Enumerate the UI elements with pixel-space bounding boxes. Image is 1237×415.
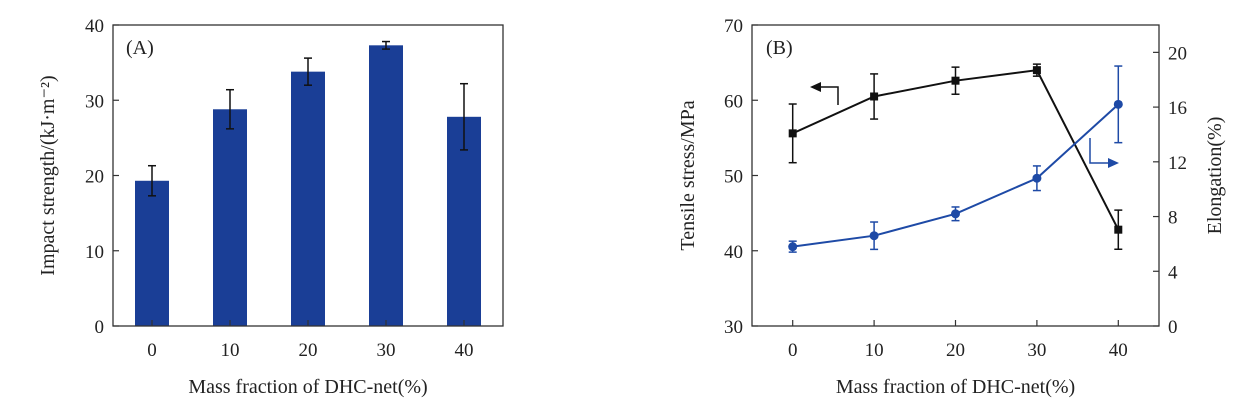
bar-4 <box>447 116 481 327</box>
bar-2 <box>291 71 325 326</box>
series-1-point-2 <box>951 209 960 219</box>
x-axis-title: Mass fraction of DHC-net(%) <box>188 376 427 398</box>
x-tick-label: 0 <box>147 340 157 361</box>
y-axis-title: Impact strength/(kJ·m⁻²) <box>37 75 59 275</box>
bar-1 <box>213 109 247 326</box>
right-axis-arrowhead <box>1108 158 1119 168</box>
y-left-axis-title: Tensile stress/MPa <box>677 100 699 250</box>
series-1-point-1 <box>869 231 879 241</box>
left-axis-arrowhead <box>810 82 821 92</box>
y-right-tick-label: 20 <box>1168 43 1187 64</box>
bar-0 <box>135 180 169 326</box>
left-axis-arrow <box>812 86 839 105</box>
series-0-point-1 <box>870 92 879 101</box>
y-right-tick-label: 0 <box>1168 317 1178 338</box>
x-tick-label: 10 <box>865 340 884 361</box>
y-right-tick-label: 4 <box>1168 262 1178 283</box>
y-left-tick-label: 40 <box>724 242 743 263</box>
panel-label: (B) <box>766 37 793 59</box>
series-0-point-4 <box>1114 225 1123 234</box>
x-tick-label: 20 <box>299 340 318 361</box>
series-0-point-2 <box>951 76 960 85</box>
y-tick-label: 40 <box>85 16 104 37</box>
series-0-point-0 <box>788 129 797 138</box>
y-left-tick-label: 60 <box>724 91 743 112</box>
panel-label: (A) <box>126 37 154 59</box>
series-1-point-4 <box>1113 99 1123 109</box>
x-tick-label: 40 <box>1109 340 1128 361</box>
x-tick-label: 10 <box>221 340 240 361</box>
series-1-line <box>792 103 1119 248</box>
x-tick-label: 40 <box>455 340 474 361</box>
y-left-tick-label: 50 <box>724 167 743 188</box>
series-1-point-0 <box>788 242 798 252</box>
x-tick-label: 30 <box>1027 340 1046 361</box>
y-tick-label: 30 <box>85 91 104 112</box>
right-axis-arrow <box>1089 138 1117 164</box>
panel-b-tensile-elongation-chart: 30 40 50 60 70 0 4 8 12 16 20 0 10 20 30 40 (B) Mass frac… <box>677 16 1226 398</box>
series-0-point-3 <box>1032 66 1041 75</box>
series-1-point-3 <box>1032 173 1042 183</box>
y-right-tick-label: 8 <box>1168 208 1178 229</box>
y-tick-label: 20 <box>85 167 104 188</box>
x-axis-title: Mass fraction of DHC-net(%) <box>836 376 1075 398</box>
panel-a-impact-strength-chart: 0 10 20 30 40 0 10 20 30 40 (A) Mass fraction of DH… <box>37 16 504 398</box>
x-tick-label: 30 <box>377 340 396 361</box>
y-right-tick-label: 16 <box>1168 98 1187 119</box>
x-tick-label: 0 <box>788 340 798 361</box>
y-right-axis-title: Elongation(%) <box>1204 117 1226 235</box>
y-left-tick-label: 30 <box>724 317 743 338</box>
y-tick-label: 10 <box>85 242 104 263</box>
y-tick-label: 0 <box>95 317 105 338</box>
x-tick-label: 20 <box>946 340 965 361</box>
y-left-tick-label: 70 <box>724 16 743 37</box>
bar-3 <box>369 45 403 326</box>
y-right-tick-label: 12 <box>1168 153 1187 174</box>
